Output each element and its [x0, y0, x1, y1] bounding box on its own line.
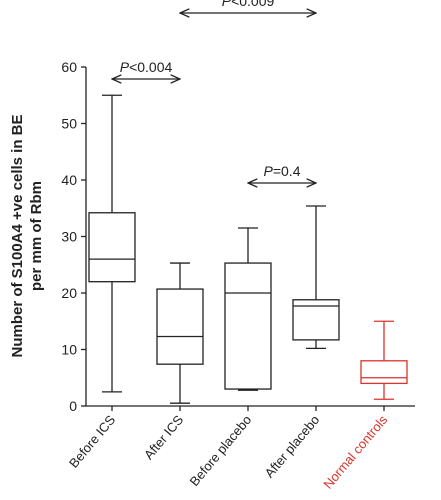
y-tick-label: 20 [61, 285, 77, 301]
box [360, 360, 408, 385]
p-symbol: P [264, 163, 274, 179]
y-tick-label: 40 [61, 172, 77, 188]
x-tick-label-group: Before placebo [187, 412, 255, 489]
box [292, 299, 340, 341]
box [88, 212, 136, 283]
x-tick-label-group: After placebo [262, 412, 323, 480]
p-text: =0.4 [273, 163, 301, 179]
y-tick-label: 0 [69, 398, 77, 414]
y-label-line: per mm of Rbm [28, 181, 45, 291]
x-tick-label-group: Before ICS [66, 412, 119, 471]
p-value: P<0.009 [222, 0, 275, 9]
y-tick-label: 30 [61, 229, 77, 245]
box [224, 262, 272, 390]
x-tick-label: Before ICS [66, 412, 119, 471]
p-text: <0.009 [231, 0, 274, 9]
p-symbol: P [222, 0, 232, 9]
x-tick-label-group: After ICS [141, 412, 187, 462]
x-tick-label: Normal controls [320, 412, 390, 492]
p-value: P<0.004 [120, 59, 173, 75]
y-tick-label: 50 [61, 116, 77, 132]
p-value: P=0.4 [264, 163, 301, 179]
x-tick-label: After ICS [141, 412, 187, 462]
y-tick-label: 10 [61, 342, 77, 358]
box [156, 288, 204, 365]
y-axis-title: Number of S100A4 +ve cells in BE per mm … [9, 114, 45, 357]
p-symbol: P [120, 59, 130, 75]
x-tick-label: Before placebo [187, 412, 255, 489]
y-label-line: Number of S100A4 +ve cells in BE [9, 114, 26, 357]
y-tick-label: 60 [61, 59, 77, 75]
x-tick-label-group: Normal controls [320, 412, 390, 492]
p-text: <0.004 [129, 59, 172, 75]
x-tick-label: After placebo [262, 412, 323, 480]
